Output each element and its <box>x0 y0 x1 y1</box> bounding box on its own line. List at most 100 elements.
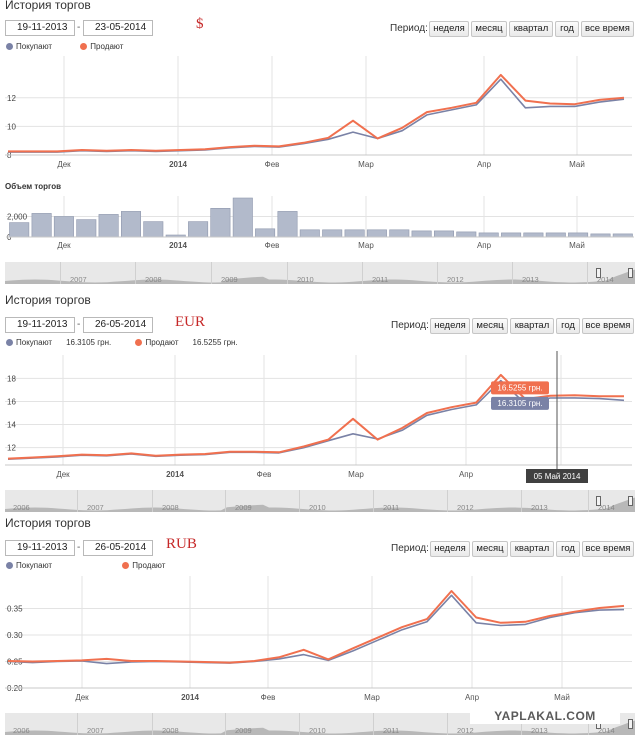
legend-sell-value: 16.5255 грн. <box>192 338 238 347</box>
date-from-input[interactable]: 19-11-2013 <box>5 540 75 556</box>
navigator-year-label: 2009 <box>235 503 252 512</box>
period-quarter-button[interactable]: квартал <box>509 21 553 37</box>
date-to-input[interactable]: 26-05-2014 <box>83 540 153 556</box>
navigator-year-line <box>373 713 374 735</box>
eur-panel: История торгов 19-11-2013 - 26-05-2014 E… <box>0 293 640 515</box>
x-tick-label: Дек <box>56 470 70 479</box>
x-tick-label: 2014 <box>166 470 184 479</box>
period-quarter-button[interactable]: квартал <box>510 318 554 334</box>
navigator-year-label: 2007 <box>87 503 104 512</box>
navigator-right-handle[interactable] <box>628 719 633 729</box>
navigator-area <box>5 269 635 284</box>
navigator-year-line <box>299 490 300 512</box>
period-week-button[interactable]: неделя <box>430 541 470 557</box>
currency-mark: $ <box>196 16 204 32</box>
navigator-year-label: 2011 <box>383 503 400 512</box>
period-week-button[interactable]: неделя <box>429 21 469 37</box>
navigator-year-label: 2009 <box>235 726 252 735</box>
period-month-button[interactable]: месяц <box>472 318 508 334</box>
volume-bar <box>523 232 544 238</box>
navigator-year-label: 2014 <box>597 275 614 284</box>
navigator-year-line <box>512 262 513 284</box>
period-all-button[interactable]: все время <box>582 318 634 334</box>
navigator-year-line <box>287 262 288 284</box>
volume-bar <box>277 211 298 238</box>
legend-buy[interactable]: Покупают 16.3105 грн. <box>6 338 125 347</box>
navigator-year-label: 2009 <box>221 275 238 284</box>
navigator-area <box>5 720 635 735</box>
x-tick-label: Фев <box>257 470 272 479</box>
navigator-right-handle[interactable] <box>628 496 633 506</box>
navigator-year-line <box>588 490 589 512</box>
navigator-series <box>5 269 635 284</box>
volume-bar <box>299 229 320 238</box>
volume-bar <box>568 232 589 238</box>
period-label: Период: <box>391 543 429 554</box>
navigator-year-label: 2012 <box>457 726 474 735</box>
navigator-year-line <box>362 262 363 284</box>
navigator-year-line <box>77 713 78 735</box>
period-month-button[interactable]: месяц <box>472 541 508 557</box>
chart-legend: Покупают Продают <box>6 42 131 51</box>
navigator-year-line <box>152 713 153 735</box>
date-from-input[interactable]: 19-11-2013 <box>5 20 75 36</box>
usd-volume-chart[interactable]: Дек2014ФевМарАпрМай02,000 <box>0 192 640 252</box>
navigator-year-line <box>77 490 78 512</box>
volume-bar <box>545 232 566 238</box>
period-quarter-button[interactable]: квартал <box>510 541 554 557</box>
navigator-year-line <box>521 713 522 735</box>
date-from-input[interactable]: 19-11-2013 <box>5 317 75 333</box>
y-tick-label: 2,000 <box>7 213 28 222</box>
volume-bar <box>411 230 432 238</box>
date-separator: - <box>77 319 81 330</box>
navigator-year-label: 2014 <box>598 503 615 512</box>
legend-buy[interactable]: Покупают <box>6 42 52 51</box>
x-tick-label: Май <box>569 241 585 250</box>
period-year-button[interactable]: год <box>556 318 580 334</box>
volume-bar <box>143 221 164 238</box>
period-all-button[interactable]: все время <box>581 21 634 37</box>
navigator-year-label: 2006 <box>13 503 30 512</box>
date-to-input[interactable]: 23-05-2014 <box>83 20 153 36</box>
y-tick-label: 10 <box>7 122 16 131</box>
x-tick-label: Апр <box>477 160 492 169</box>
date-to-input[interactable]: 26-05-2014 <box>83 317 153 333</box>
range-navigator[interactable]: 2006 2007 2008 2009 2010 2011 2012 2013 2014 <box>5 490 635 512</box>
navigator-year-label: 2007 <box>87 726 104 735</box>
usd-price-chart[interactable]: Дек2014ФевМарАпрМай81012 <box>0 54 640 176</box>
volume-bar <box>232 197 253 238</box>
navigator-year-line <box>135 262 136 284</box>
period-year-button[interactable]: год <box>556 541 580 557</box>
navigator-year-line <box>211 262 212 284</box>
period-year-button[interactable]: год <box>555 21 579 37</box>
panel-title: История торгов <box>5 293 91 307</box>
navigator-area <box>5 497 635 512</box>
legend-sell[interactable]: Продают <box>122 561 165 570</box>
navigator-year-label: 2012 <box>457 503 474 512</box>
navigator-left-handle[interactable] <box>596 268 601 278</box>
navigator-year-line <box>225 490 226 512</box>
site-watermark: YAPLAKAL.COM <box>470 708 620 724</box>
legend-sell[interactable]: Продают <box>80 42 123 51</box>
period-week-button[interactable]: неделя <box>430 318 470 334</box>
navigator-right-handle[interactable] <box>628 268 633 278</box>
legend-buy[interactable]: Покупают <box>6 561 52 570</box>
navigator-year-line <box>152 490 153 512</box>
x-tick-label: Фев <box>261 693 276 702</box>
legend-sell[interactable]: Продают 16.5255 грн. <box>135 338 251 347</box>
tooltip-buy-value: 16.3105 грн. <box>497 399 542 408</box>
panel-title: История торгов <box>5 516 91 530</box>
navigator-year-label: 2013 <box>522 275 539 284</box>
x-tick-label: 2014 <box>169 160 187 169</box>
navigator-year-label: 2010 <box>309 726 326 735</box>
legend-sell-marker <box>135 339 143 346</box>
range-navigator[interactable]: 2007 2008 2009 2010 2011 2012 2013 2014 <box>5 262 635 284</box>
navigator-left-handle[interactable] <box>596 496 601 506</box>
date-separator: - <box>77 22 81 33</box>
eur-price-chart[interactable]: Дек2014ФевМарАпрМай1214161816.5255 грн.1… <box>0 351 640 487</box>
period-month-button[interactable]: месяц <box>471 21 507 37</box>
period-all-button[interactable]: все время <box>582 541 634 557</box>
chart-legend: Покупают Продают <box>6 561 173 570</box>
volume-bar <box>478 232 499 238</box>
